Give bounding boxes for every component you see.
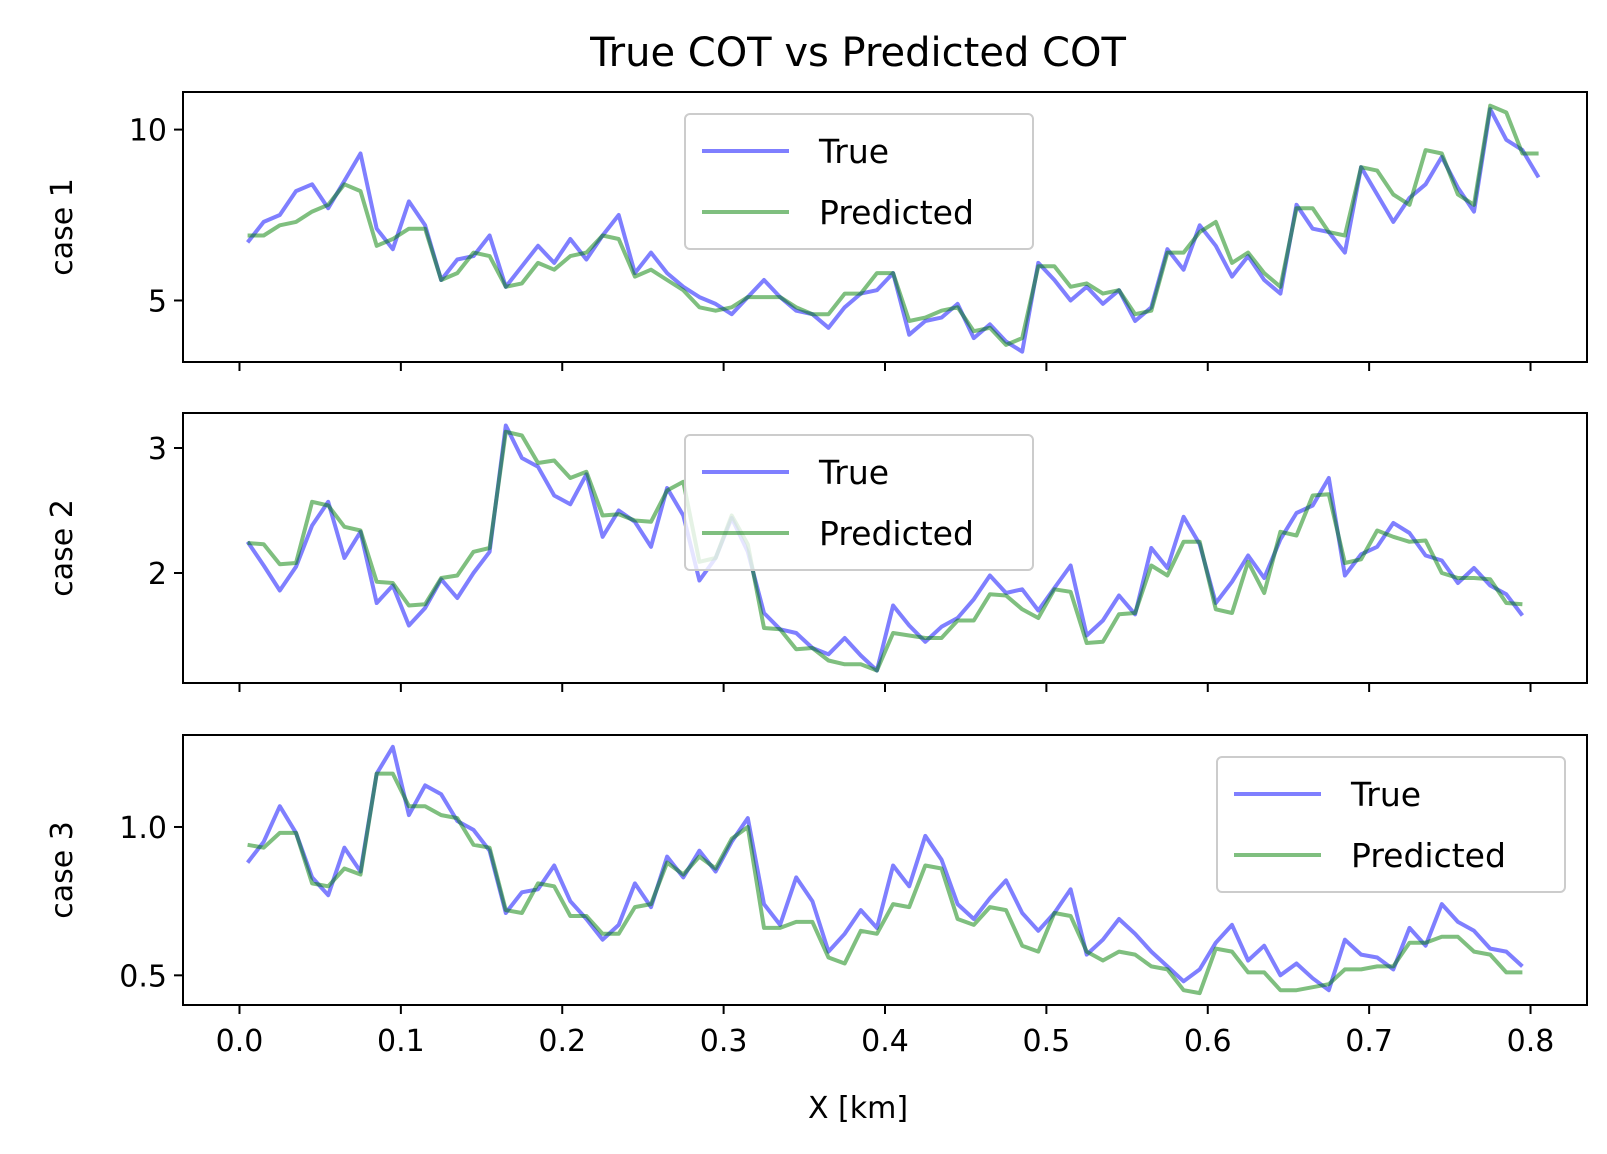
legend-box <box>684 113 1034 250</box>
x-tick-label: 0.8 <box>1507 1024 1555 1059</box>
legend-label-true: True <box>1350 775 1421 814</box>
x-tick-label: 0.3 <box>700 1024 748 1059</box>
legend-box <box>684 434 1034 571</box>
legend-box <box>1216 756 1566 893</box>
legend-label-predicted: Predicted <box>1351 836 1506 875</box>
series-line-predicted-case-3 <box>247 771 1523 996</box>
x-axis-label: X [km] <box>808 1091 908 1126</box>
x-tick-label: 0.6 <box>1184 1024 1232 1059</box>
series-line-predicted-case-1 <box>247 103 1539 347</box>
legend-case-3: True Predicted <box>1216 756 1566 893</box>
x-tick-label: 0.1 <box>377 1024 425 1059</box>
y-tick-label: 2 <box>148 557 167 592</box>
y-axis-label-case-2: case 2 <box>45 499 80 597</box>
y-axis-label-case-1: case 1 <box>45 178 80 276</box>
subplots: 5 10 case 1 True Predicted 2 3 case 2 True Predic… <box>45 91 1588 1059</box>
legend-label-predicted: Predicted <box>819 514 974 553</box>
legend-case-1: True Predicted <box>684 113 1034 250</box>
subplot-case-2: 2 3 case 2 True Predicted <box>45 412 1588 692</box>
y-tick-label: 0.5 <box>119 959 167 994</box>
legend-case-2: True Predicted <box>684 434 1034 571</box>
y-tick-label: 1.0 <box>119 811 167 846</box>
series-line-predicted-case-2 <box>247 429 1523 673</box>
subplot-case-1: 5 10 case 1 True Predicted <box>45 91 1588 371</box>
chart-title: True COT vs Predicted COT <box>589 30 1126 76</box>
x-tick-label: 0.0 <box>216 1024 264 1059</box>
x-tick-label: 0.2 <box>538 1024 586 1059</box>
subplot-case-3: 0.5 1.0 case 3 0.0 0.1 0.2 0.3 0.4 0.5 0.6 0.7 0.8 T… <box>45 734 1588 1059</box>
y-tick-label: 5 <box>148 284 167 319</box>
y-axis-label-case-3: case 3 <box>45 821 80 919</box>
legend-label-predicted: Predicted <box>819 193 974 232</box>
legend-label-true: True <box>818 453 889 492</box>
x-tick-label: 0.4 <box>861 1024 909 1059</box>
legend-label-true: True <box>818 132 889 171</box>
y-tick-label: 3 <box>148 432 167 467</box>
y-tick-label: 10 <box>129 114 167 149</box>
x-tick-label: 0.5 <box>1023 1024 1071 1059</box>
x-tick-label: 0.7 <box>1345 1024 1393 1059</box>
